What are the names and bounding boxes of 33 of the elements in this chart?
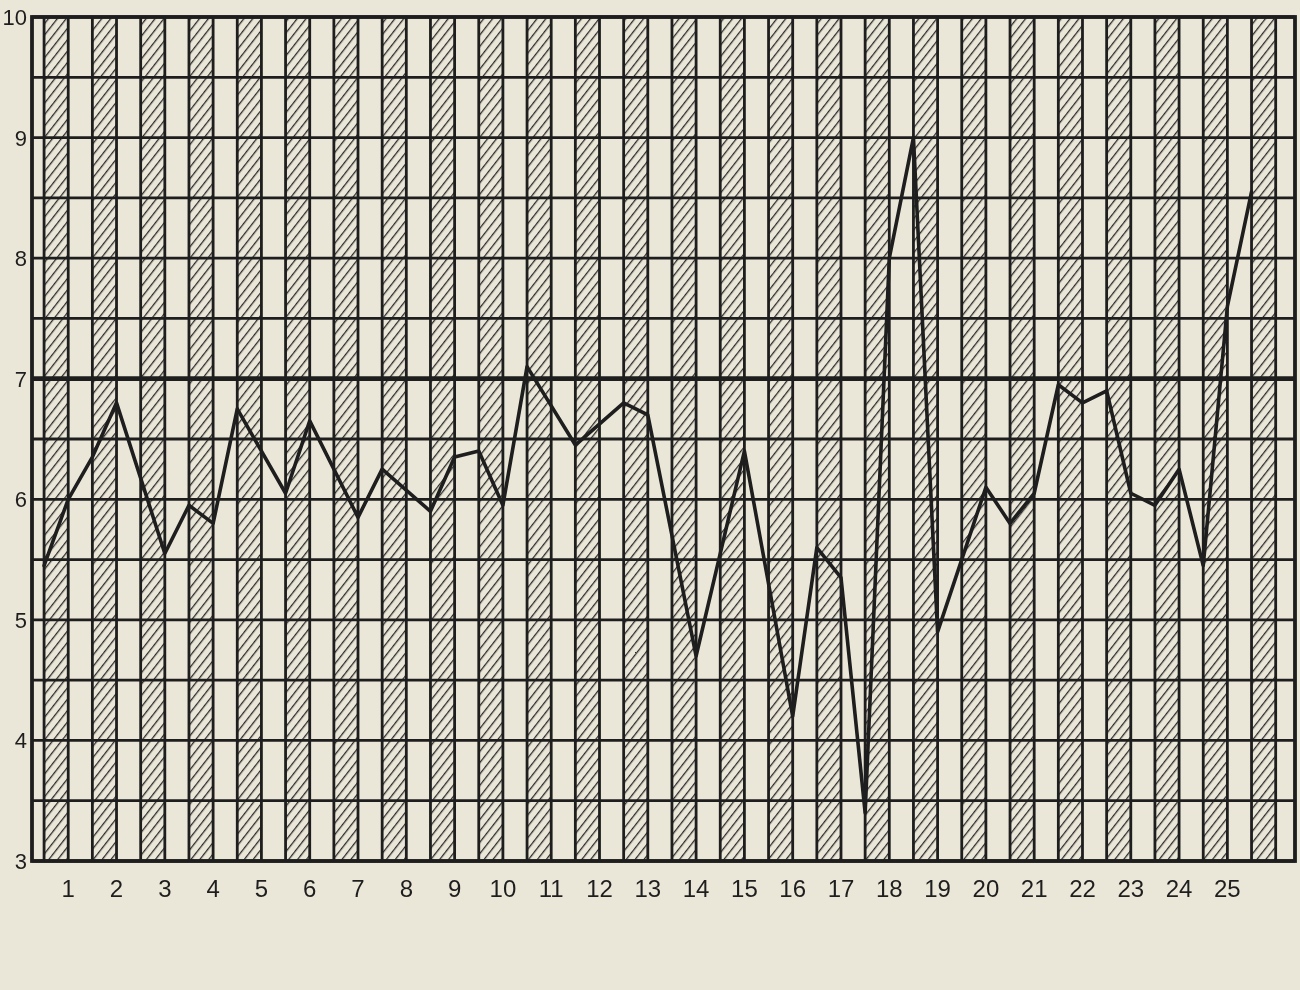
x-tick-label: 19: [924, 875, 951, 902]
x-tick-label: 8: [399, 875, 413, 902]
x-tick-label: 18: [875, 875, 903, 902]
y-tick-label: 9: [14, 125, 27, 151]
x-tick-label: 14: [682, 875, 710, 902]
x-tick-label: 9: [447, 875, 462, 902]
x-tick-label: 23: [1117, 875, 1145, 902]
x-tick-label: 21: [1020, 875, 1048, 902]
x-tick-label: 4: [206, 875, 220, 902]
y-tick-label: 6: [14, 486, 27, 512]
x-tick-label: 1: [61, 875, 75, 902]
x-tick-label: 13: [634, 875, 662, 902]
y-tick-label: 5: [14, 607, 27, 633]
x-tick-label: 20: [972, 875, 1000, 902]
x-tick-label: 12: [586, 875, 613, 902]
x-tick-label: 16: [779, 875, 807, 902]
x-tick-label: 2: [109, 875, 124, 902]
x-tick-label: 22: [1069, 875, 1096, 902]
y-tick-label: 8: [14, 245, 27, 271]
x-tick-label: 6: [303, 875, 317, 902]
x-tick-label: 24: [1165, 875, 1193, 902]
y-tick-label: 4: [14, 727, 27, 753]
x-tick-label: 11: [538, 875, 564, 902]
y-tick-label: 10: [2, 4, 27, 30]
x-tick-label: 15: [731, 875, 758, 902]
y-tick-label: 7: [14, 366, 27, 392]
x-tick-label: 5: [254, 875, 269, 902]
x-tick-label: 25: [1214, 875, 1241, 902]
x-tick-label: 17: [827, 875, 855, 902]
x-tick-label: 7: [351, 875, 365, 902]
x-tick-label: 10: [489, 875, 517, 902]
y-tick-label: 3: [14, 848, 27, 874]
x-tick-label: 3: [158, 875, 172, 902]
